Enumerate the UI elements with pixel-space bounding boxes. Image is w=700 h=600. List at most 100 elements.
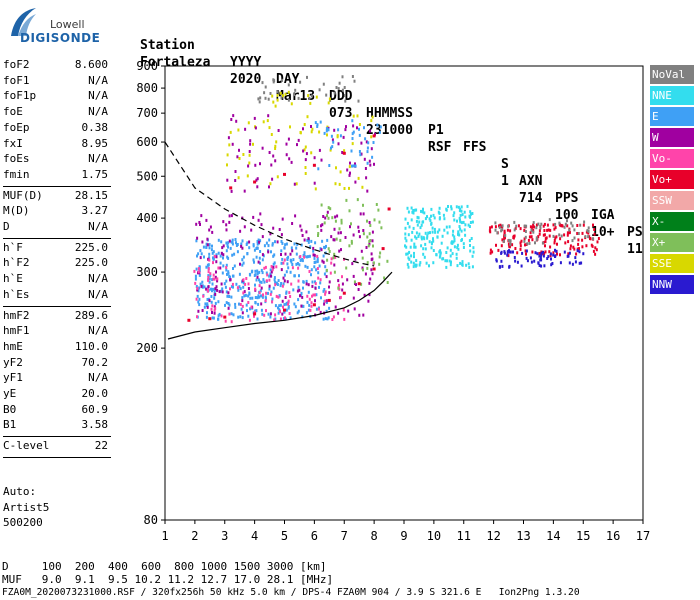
echo-point (289, 270, 292, 274)
echo-point (333, 128, 336, 132)
echo-point (364, 272, 367, 276)
echo-point (379, 125, 382, 129)
echo-point (222, 220, 225, 224)
echo-point (230, 214, 233, 218)
echo-point (542, 254, 545, 258)
echo-point (247, 314, 250, 318)
echo-point (552, 223, 555, 227)
legend-item-vo+: Vo+ (650, 170, 694, 189)
echo-point (464, 233, 467, 237)
echo-point (452, 214, 455, 218)
echo-point (452, 229, 455, 233)
echo-point (237, 315, 240, 319)
echo-point (567, 252, 570, 256)
echo-point (264, 96, 267, 100)
echo-point (252, 215, 255, 219)
echo-point (426, 234, 429, 238)
echo-point (360, 282, 363, 286)
echo-point (322, 215, 325, 218)
echo-point (456, 264, 459, 268)
echo-point (292, 258, 295, 262)
echo-point (281, 257, 284, 261)
echo-point (302, 280, 305, 284)
echo-point (503, 229, 506, 233)
autoscale-line-3: 500200 (3, 516, 43, 529)
echo-point (320, 158, 323, 162)
echo-point (566, 219, 568, 223)
echo-point (272, 78, 275, 82)
echo-point (469, 215, 472, 219)
echo-point (582, 252, 585, 256)
echo-point (338, 283, 340, 287)
echo-point (305, 152, 308, 156)
echo-point (276, 98, 279, 102)
echo-point (343, 94, 346, 97)
echo-point (278, 228, 281, 231)
echo-point (563, 225, 566, 229)
legend-item-nne: NNE (650, 86, 694, 105)
echo-point (362, 313, 365, 317)
echo-point (226, 244, 229, 247)
echo-point (207, 275, 210, 279)
header-value-yyyy: 2020 (230, 72, 262, 87)
echo-point (369, 129, 372, 133)
echo-point (324, 317, 327, 321)
echo-point (328, 291, 331, 295)
echo-point (228, 239, 231, 243)
echo-point (249, 307, 252, 311)
echo-point (358, 123, 361, 126)
echo-point (366, 219, 368, 223)
echo-point (371, 257, 374, 261)
x-tick-label: 2 (191, 529, 198, 543)
echo-point (267, 250, 270, 254)
echo-point (323, 288, 326, 291)
echo-point (287, 302, 290, 306)
echo-point (353, 280, 356, 284)
echo-point (542, 252, 545, 256)
echo-point (336, 214, 339, 218)
echo-point (216, 288, 219, 292)
echo-point (360, 249, 363, 253)
echo-point (519, 244, 522, 248)
echo-point (469, 249, 472, 253)
header-label-ffs: FFS (463, 140, 487, 155)
echo-point (220, 282, 223, 286)
echo-point (287, 299, 290, 303)
echo-point (259, 289, 262, 293)
echo-point (470, 237, 473, 240)
echo-point (230, 118, 233, 121)
echo-point (263, 280, 266, 284)
param-label: hmF2 (3, 308, 30, 322)
echo-point (431, 241, 433, 245)
echo-point (357, 288, 360, 291)
echo-point (446, 231, 449, 235)
echo-point (340, 248, 342, 252)
echo-point (461, 260, 464, 264)
echo-point (230, 189, 233, 193)
echo-point (233, 264, 236, 268)
legend-item-noval: NoVal (650, 65, 694, 84)
echo-point (241, 316, 244, 320)
echo-point (309, 308, 312, 312)
echo-point (368, 221, 371, 224)
echo-point (453, 218, 456, 222)
echo-point (343, 187, 346, 190)
param-row: B0 60.9 (3, 403, 108, 419)
echo-point (489, 248, 492, 252)
y-tick-label: 200 (136, 341, 158, 355)
echo-point (198, 286, 201, 290)
echo-point (249, 273, 252, 277)
echo-point (427, 231, 430, 235)
echo-point (196, 236, 199, 240)
echo-point (339, 238, 342, 242)
echo-point (531, 238, 534, 242)
echo-point (288, 157, 291, 161)
echo-point (245, 277, 248, 280)
echo-point (225, 223, 228, 227)
echo-point (338, 227, 341, 231)
echo-point (279, 310, 281, 314)
echo-point (334, 215, 337, 219)
echo-point (320, 296, 322, 300)
echo-point (559, 261, 562, 265)
echo-point (327, 247, 330, 251)
